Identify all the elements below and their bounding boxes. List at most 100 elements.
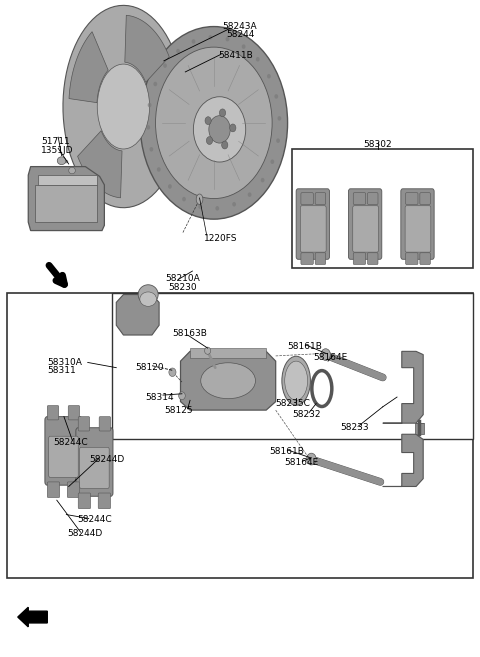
Ellipse shape — [57, 157, 66, 165]
Ellipse shape — [157, 167, 161, 171]
FancyBboxPatch shape — [368, 253, 378, 265]
Polygon shape — [63, 5, 184, 208]
Text: 58243A: 58243A — [223, 22, 257, 31]
Ellipse shape — [307, 453, 316, 465]
Bar — [415, 423, 424, 434]
FancyBboxPatch shape — [420, 253, 431, 265]
Ellipse shape — [222, 141, 228, 149]
Ellipse shape — [206, 137, 213, 145]
FancyBboxPatch shape — [353, 193, 366, 204]
Ellipse shape — [201, 363, 255, 399]
Ellipse shape — [242, 44, 246, 49]
Ellipse shape — [230, 124, 236, 132]
FancyBboxPatch shape — [401, 189, 434, 260]
FancyBboxPatch shape — [406, 193, 418, 204]
Text: 58161B: 58161B — [287, 342, 322, 351]
Ellipse shape — [232, 202, 236, 206]
Ellipse shape — [208, 35, 212, 39]
Text: 58120: 58120 — [135, 363, 164, 372]
FancyArrow shape — [18, 607, 48, 627]
FancyBboxPatch shape — [78, 493, 91, 509]
FancyBboxPatch shape — [296, 189, 329, 260]
FancyBboxPatch shape — [353, 206, 378, 252]
Text: 58125: 58125 — [164, 406, 192, 415]
Polygon shape — [69, 32, 108, 102]
Text: 58310A: 58310A — [48, 358, 82, 367]
FancyBboxPatch shape — [301, 193, 313, 204]
Ellipse shape — [216, 206, 219, 211]
Text: 1351JD: 1351JD — [41, 146, 73, 155]
Polygon shape — [36, 185, 97, 222]
Ellipse shape — [154, 81, 157, 86]
Bar — [292, 149, 473, 269]
FancyBboxPatch shape — [48, 405, 59, 420]
Ellipse shape — [146, 125, 150, 129]
FancyBboxPatch shape — [48, 436, 78, 478]
Ellipse shape — [204, 347, 211, 354]
Polygon shape — [125, 15, 169, 82]
FancyBboxPatch shape — [76, 428, 113, 496]
FancyBboxPatch shape — [420, 193, 431, 204]
Ellipse shape — [176, 49, 180, 53]
Ellipse shape — [205, 117, 211, 125]
Bar — [190, 348, 266, 358]
Bar — [7, 292, 473, 578]
Ellipse shape — [196, 194, 203, 204]
Ellipse shape — [140, 292, 156, 306]
Ellipse shape — [97, 64, 150, 149]
Text: 58235C: 58235C — [275, 399, 310, 408]
Text: 58244: 58244 — [226, 30, 254, 39]
Ellipse shape — [270, 160, 274, 164]
Text: 58244C: 58244C — [54, 438, 88, 447]
Bar — [111, 292, 473, 440]
Text: 58233: 58233 — [340, 423, 369, 432]
Text: 58411B: 58411B — [218, 51, 252, 60]
Text: 58302: 58302 — [364, 140, 392, 149]
Ellipse shape — [209, 116, 230, 143]
Polygon shape — [38, 175, 97, 185]
Ellipse shape — [256, 57, 260, 62]
Polygon shape — [180, 351, 276, 410]
Ellipse shape — [321, 349, 330, 361]
Text: 58164E: 58164E — [313, 353, 348, 363]
Polygon shape — [383, 351, 423, 423]
FancyBboxPatch shape — [348, 189, 382, 260]
Ellipse shape — [169, 368, 176, 376]
Ellipse shape — [285, 361, 308, 400]
Polygon shape — [116, 294, 159, 335]
FancyBboxPatch shape — [315, 253, 325, 265]
Text: 51711: 51711 — [41, 137, 70, 147]
FancyBboxPatch shape — [48, 482, 60, 497]
Ellipse shape — [248, 193, 252, 197]
Text: 58244D: 58244D — [89, 455, 124, 464]
Text: 58230: 58230 — [168, 283, 197, 292]
Ellipse shape — [261, 178, 264, 183]
Text: 58314: 58314 — [145, 392, 173, 401]
Ellipse shape — [156, 47, 272, 198]
FancyBboxPatch shape — [405, 206, 431, 252]
Text: 58161B: 58161B — [269, 447, 304, 456]
Polygon shape — [28, 167, 104, 231]
Ellipse shape — [140, 26, 288, 219]
Polygon shape — [383, 434, 423, 486]
FancyBboxPatch shape — [45, 417, 82, 485]
Polygon shape — [78, 131, 122, 198]
Text: 1220FS: 1220FS — [204, 234, 238, 243]
Ellipse shape — [149, 147, 153, 152]
FancyBboxPatch shape — [406, 253, 418, 265]
Ellipse shape — [192, 39, 195, 44]
Text: 58164E: 58164E — [285, 458, 319, 467]
Text: 58163B: 58163B — [173, 329, 207, 338]
Ellipse shape — [219, 109, 226, 117]
Text: 58244D: 58244D — [68, 529, 103, 538]
Ellipse shape — [276, 139, 280, 143]
FancyBboxPatch shape — [300, 206, 326, 252]
FancyBboxPatch shape — [67, 482, 80, 497]
FancyBboxPatch shape — [68, 405, 80, 420]
Ellipse shape — [226, 37, 229, 41]
Text: 58210A: 58210A — [166, 274, 200, 283]
Ellipse shape — [148, 102, 152, 107]
FancyBboxPatch shape — [98, 493, 110, 509]
Ellipse shape — [277, 116, 281, 121]
Ellipse shape — [168, 184, 172, 189]
